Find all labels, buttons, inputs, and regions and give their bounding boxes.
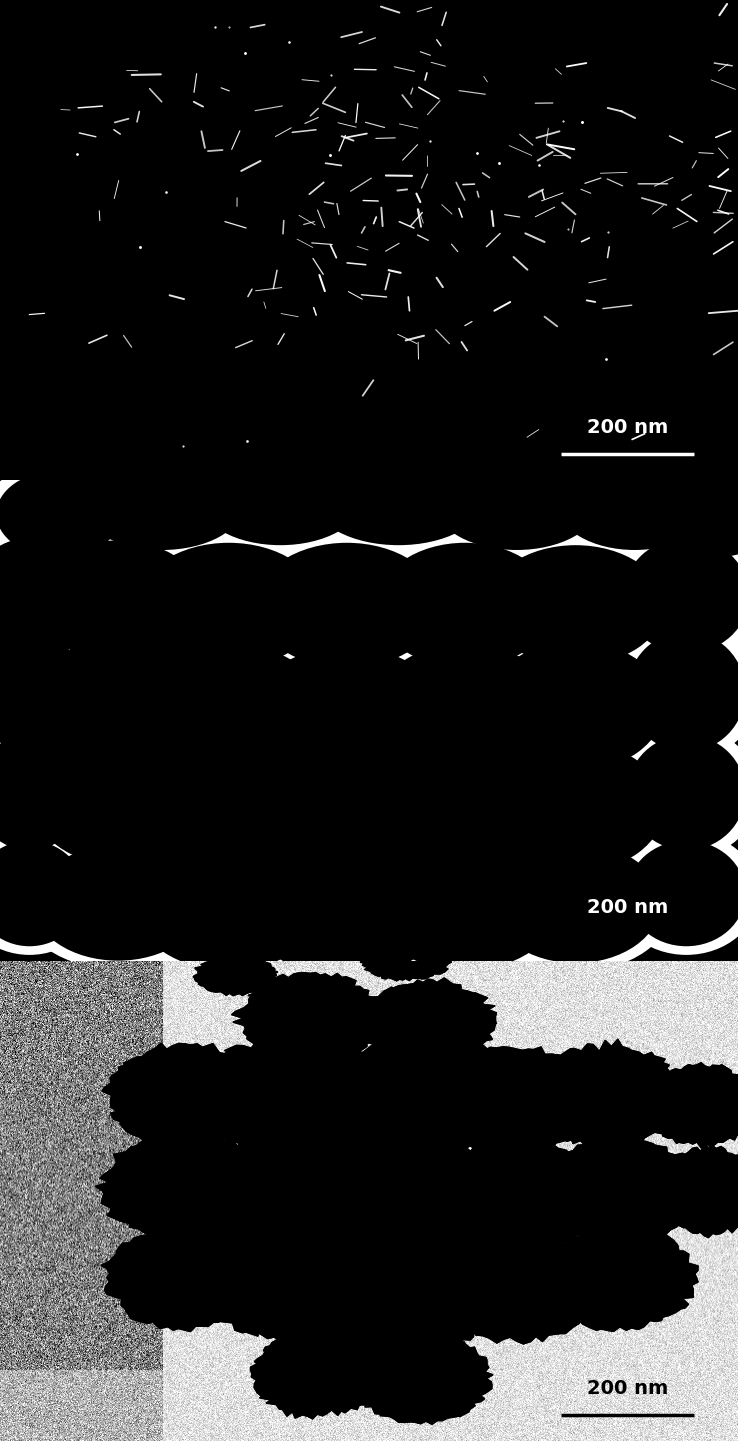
Ellipse shape <box>627 840 738 947</box>
Ellipse shape <box>0 840 85 947</box>
Ellipse shape <box>33 638 203 764</box>
Ellipse shape <box>123 837 334 978</box>
Ellipse shape <box>33 739 203 865</box>
Text: 200 nm: 200 nm <box>587 898 668 918</box>
Polygon shape <box>96 1133 269 1244</box>
Text: 200 nm: 200 nm <box>587 1379 668 1398</box>
Ellipse shape <box>0 831 98 955</box>
Ellipse shape <box>0 735 85 850</box>
Ellipse shape <box>137 846 321 970</box>
Ellipse shape <box>33 540 203 660</box>
Ellipse shape <box>640 463 738 566</box>
Polygon shape <box>644 1062 738 1147</box>
Ellipse shape <box>477 834 674 971</box>
Polygon shape <box>306 1136 506 1267</box>
Ellipse shape <box>251 646 443 785</box>
Ellipse shape <box>20 731 216 873</box>
Ellipse shape <box>363 535 567 676</box>
Ellipse shape <box>544 450 725 559</box>
Polygon shape <box>190 1039 373 1151</box>
Text: 200 nm: 200 nm <box>587 418 668 437</box>
Polygon shape <box>360 941 451 981</box>
Ellipse shape <box>359 837 570 978</box>
Ellipse shape <box>474 633 677 780</box>
Ellipse shape <box>251 746 443 886</box>
Ellipse shape <box>0 631 85 752</box>
Polygon shape <box>349 1331 493 1424</box>
Ellipse shape <box>251 847 443 977</box>
Ellipse shape <box>255 543 439 667</box>
Ellipse shape <box>435 458 598 550</box>
Ellipse shape <box>300 445 497 553</box>
Ellipse shape <box>186 445 375 553</box>
Ellipse shape <box>0 529 102 661</box>
Polygon shape <box>232 973 384 1066</box>
Polygon shape <box>421 1046 596 1156</box>
Ellipse shape <box>487 742 664 872</box>
Ellipse shape <box>422 450 611 559</box>
Ellipse shape <box>491 843 661 963</box>
Ellipse shape <box>238 637 456 794</box>
Ellipse shape <box>0 537 89 653</box>
Ellipse shape <box>0 471 122 558</box>
Polygon shape <box>192 1133 382 1251</box>
Ellipse shape <box>0 726 98 859</box>
Polygon shape <box>305 1226 509 1355</box>
Ellipse shape <box>610 529 738 661</box>
Ellipse shape <box>627 735 738 850</box>
Ellipse shape <box>359 635 570 787</box>
Ellipse shape <box>557 458 712 550</box>
Ellipse shape <box>0 623 98 761</box>
Ellipse shape <box>238 839 456 986</box>
Ellipse shape <box>133 745 325 879</box>
Polygon shape <box>423 1231 604 1344</box>
Polygon shape <box>193 954 277 996</box>
Ellipse shape <box>20 630 216 772</box>
Polygon shape <box>523 1039 688 1148</box>
Ellipse shape <box>199 454 362 545</box>
Ellipse shape <box>238 738 456 895</box>
Ellipse shape <box>487 641 664 771</box>
Polygon shape <box>250 1330 385 1419</box>
Ellipse shape <box>120 736 338 888</box>
Ellipse shape <box>0 463 135 566</box>
Ellipse shape <box>373 846 557 970</box>
Ellipse shape <box>20 837 216 970</box>
Polygon shape <box>532 1138 702 1244</box>
Ellipse shape <box>614 726 738 859</box>
Polygon shape <box>101 1225 266 1331</box>
Polygon shape <box>194 1225 381 1343</box>
Ellipse shape <box>373 745 557 879</box>
Ellipse shape <box>373 644 557 778</box>
Polygon shape <box>360 978 497 1069</box>
Ellipse shape <box>624 537 738 653</box>
Ellipse shape <box>123 535 334 676</box>
Ellipse shape <box>314 454 483 545</box>
Ellipse shape <box>133 644 325 778</box>
Ellipse shape <box>614 623 738 761</box>
Ellipse shape <box>359 736 570 888</box>
Ellipse shape <box>487 545 664 666</box>
Ellipse shape <box>614 831 738 955</box>
Polygon shape <box>102 1043 269 1147</box>
Ellipse shape <box>137 543 321 667</box>
Ellipse shape <box>241 535 452 676</box>
Polygon shape <box>539 1226 698 1331</box>
Ellipse shape <box>474 733 677 880</box>
Polygon shape <box>424 1141 604 1255</box>
Ellipse shape <box>33 846 203 961</box>
Ellipse shape <box>81 458 244 550</box>
Ellipse shape <box>68 450 257 559</box>
Polygon shape <box>304 1045 496 1166</box>
Ellipse shape <box>120 635 338 787</box>
Polygon shape <box>656 1144 738 1238</box>
Ellipse shape <box>653 471 738 558</box>
Ellipse shape <box>20 532 216 669</box>
Ellipse shape <box>627 631 738 752</box>
Ellipse shape <box>474 536 677 674</box>
Ellipse shape <box>376 543 554 667</box>
